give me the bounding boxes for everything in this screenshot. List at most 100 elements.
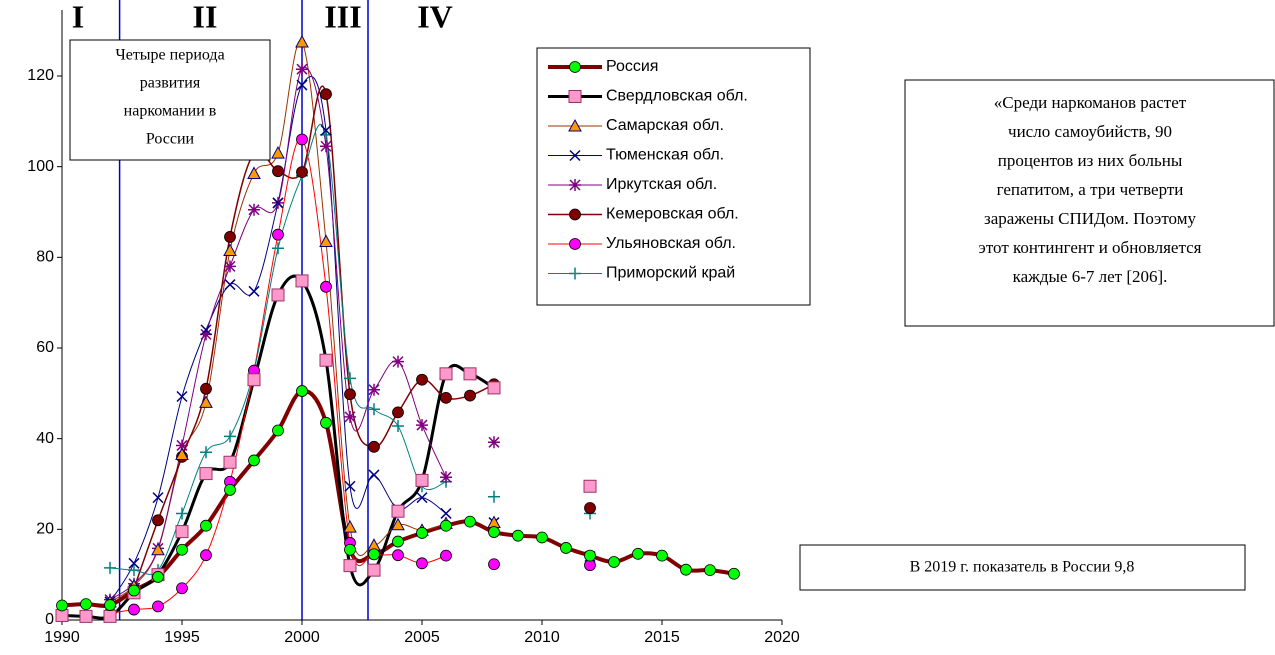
marker: [104, 561, 116, 574]
marker: [568, 118, 582, 132]
marker: [569, 149, 581, 162]
marker: [271, 146, 285, 159]
marker: [320, 416, 332, 429]
marker: [391, 504, 405, 518]
marker: [176, 582, 188, 595]
marker: [536, 531, 548, 544]
marker: [272, 242, 284, 255]
marker: [416, 373, 428, 386]
marker: [344, 480, 356, 492]
marker: [704, 564, 716, 577]
marker: [368, 440, 380, 453]
marker: [200, 519, 212, 532]
marker: [296, 79, 308, 91]
legend-label: Ульяновская обл.: [606, 235, 736, 252]
y-tick-label: 0: [45, 611, 54, 628]
period-label: IV: [417, 0, 453, 34]
legend-item: Приморский край: [548, 265, 735, 282]
marker: [175, 525, 189, 539]
marker: [319, 353, 333, 367]
y-tick-label: 40: [36, 430, 54, 447]
legend-item: Самарская обл.: [548, 117, 724, 134]
marker: [392, 535, 404, 548]
series-line: [61, 274, 495, 620]
marker: [344, 543, 356, 556]
marker: [392, 549, 404, 562]
marker: [296, 63, 308, 76]
legend-label: Кемеровская обл.: [606, 206, 739, 223]
marker: [464, 389, 476, 402]
marker: [392, 419, 404, 432]
marker: [248, 285, 260, 297]
marker: [344, 410, 356, 423]
marker: [200, 324, 212, 336]
marker: [569, 238, 581, 250]
legend-item: Россия: [548, 58, 658, 75]
note-text: В 2019 г. показатель в России 9,8: [910, 559, 1135, 576]
marker: [368, 403, 380, 416]
marker: [224, 260, 236, 273]
periods-text: наркомании в: [124, 103, 217, 120]
marker: [439, 367, 453, 381]
marker: [487, 381, 501, 395]
marker: [415, 473, 429, 487]
marker: [272, 424, 284, 437]
marker: [440, 519, 452, 532]
marker: [296, 133, 308, 146]
marker: [152, 600, 164, 613]
marker: [680, 563, 692, 576]
marker: [608, 556, 620, 568]
marker: [416, 419, 428, 432]
marker: [152, 514, 164, 527]
marker: [512, 529, 524, 542]
quote-text: процентов из них больны: [998, 151, 1183, 170]
marker: [128, 584, 140, 597]
marker: [271, 288, 285, 302]
marker: [488, 526, 500, 538]
marker: [391, 517, 405, 531]
marker: [320, 88, 332, 101]
note-box: [799, 544, 1246, 591]
y-tick-label: 60: [36, 339, 54, 356]
marker: [199, 467, 213, 481]
marker: [632, 547, 644, 560]
period-label: II: [193, 0, 218, 34]
marker: [295, 274, 309, 288]
marker: [200, 549, 212, 562]
marker: [320, 140, 332, 153]
x-tick-label: 1990: [44, 629, 80, 646]
marker: [463, 367, 477, 381]
marker: [416, 492, 428, 504]
marker: [584, 549, 596, 562]
periods-box: [69, 39, 271, 161]
marker: [320, 280, 332, 293]
quote-box: [904, 79, 1275, 327]
legend-label: Тюменская обл.: [606, 147, 724, 164]
marker: [488, 436, 500, 449]
marker: [199, 395, 213, 408]
x-tick-label: 2005: [404, 629, 440, 646]
marker: [416, 557, 428, 570]
marker: [320, 124, 332, 136]
marker: [128, 603, 140, 616]
marker: [152, 492, 164, 504]
quote-text: число самоубийств, 90: [1008, 122, 1172, 141]
periods-text: Четыре периода: [115, 47, 224, 64]
marker: [344, 388, 356, 401]
marker: [368, 383, 380, 396]
marker: [440, 549, 452, 562]
x-tick-label: 2015: [644, 629, 680, 646]
marker: [247, 373, 261, 387]
legend-item: Ульяновская обл.: [548, 235, 736, 252]
marker: [223, 243, 237, 257]
marker: [103, 609, 117, 623]
marker: [392, 406, 404, 419]
marker: [416, 527, 428, 539]
marker: [224, 279, 236, 291]
legend-item: Кемеровская обл.: [548, 206, 739, 223]
y-tick-label: 80: [36, 249, 54, 266]
legend-label: Приморский край: [606, 265, 735, 282]
legend-label: Иркутская обл.: [606, 176, 717, 193]
marker: [176, 439, 188, 452]
